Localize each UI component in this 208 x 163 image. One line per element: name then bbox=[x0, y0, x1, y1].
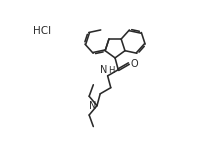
Text: N: N bbox=[89, 101, 96, 111]
Text: N: N bbox=[100, 65, 107, 75]
Text: HCl: HCl bbox=[32, 26, 51, 36]
Text: O: O bbox=[130, 59, 138, 69]
Text: H: H bbox=[108, 66, 115, 75]
